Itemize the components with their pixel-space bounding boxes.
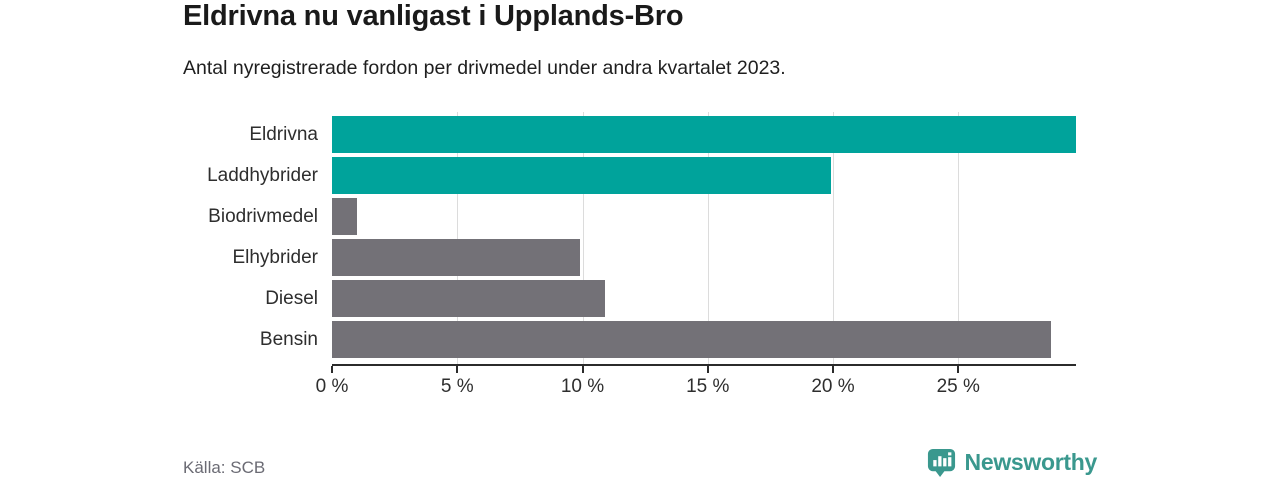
x-tick xyxy=(957,366,960,373)
bar-bensin xyxy=(332,321,1051,358)
x-tick-label: 20 % xyxy=(811,376,855,397)
gridline xyxy=(582,112,584,364)
category-label: Biodrivmedel xyxy=(208,206,318,227)
x-axis: 0 % 5 % 10 % 15 % 20 % 25 % xyxy=(316,366,1076,402)
x-tick xyxy=(581,366,584,373)
category-label: Diesel xyxy=(265,288,318,309)
x-tick-label: 5 % xyxy=(440,376,474,397)
gridline xyxy=(833,112,834,364)
gridline xyxy=(457,112,459,364)
bar-elhybrider xyxy=(332,239,580,276)
gridline xyxy=(958,112,960,364)
x-tick xyxy=(706,366,709,373)
gridline xyxy=(707,112,709,364)
chart-title: Eldrivna nu vanligast i Upplands-Bro xyxy=(183,0,684,32)
x-tick xyxy=(832,366,834,373)
bar-laddhybrider xyxy=(332,157,831,194)
x-tick xyxy=(456,366,459,373)
category-label: Laddhybrider xyxy=(207,165,318,186)
source-note: Källa: SCB xyxy=(183,458,266,477)
bar-eldrivna xyxy=(332,116,1076,153)
chart-subtitle: Antal nyregistrerade fordon per drivmede… xyxy=(183,57,786,79)
bar-biodrivmedel xyxy=(332,198,358,235)
bar-diesel xyxy=(332,280,606,317)
x-tick-label: 25 % xyxy=(936,376,980,397)
newsworthy-logo-text: Newsworthy xyxy=(964,449,1098,475)
category-label: Elhybrider xyxy=(232,247,318,268)
plot-area xyxy=(332,112,1076,366)
x-tick-label: 0 % xyxy=(315,376,349,397)
newsworthy-logo-icon xyxy=(927,448,955,478)
x-tick-label: 15 % xyxy=(686,376,730,397)
x-tick-label: 10 % xyxy=(560,376,605,397)
x-tick xyxy=(331,366,333,373)
category-label: Bensin xyxy=(259,329,318,350)
category-label: Eldrivna xyxy=(249,124,318,145)
newsworthy-logo: Newsworthy xyxy=(926,447,1097,478)
y-axis-labels: Eldrivna Laddhybrider Biodrivmedel Elhybrid… xyxy=(0,112,318,364)
